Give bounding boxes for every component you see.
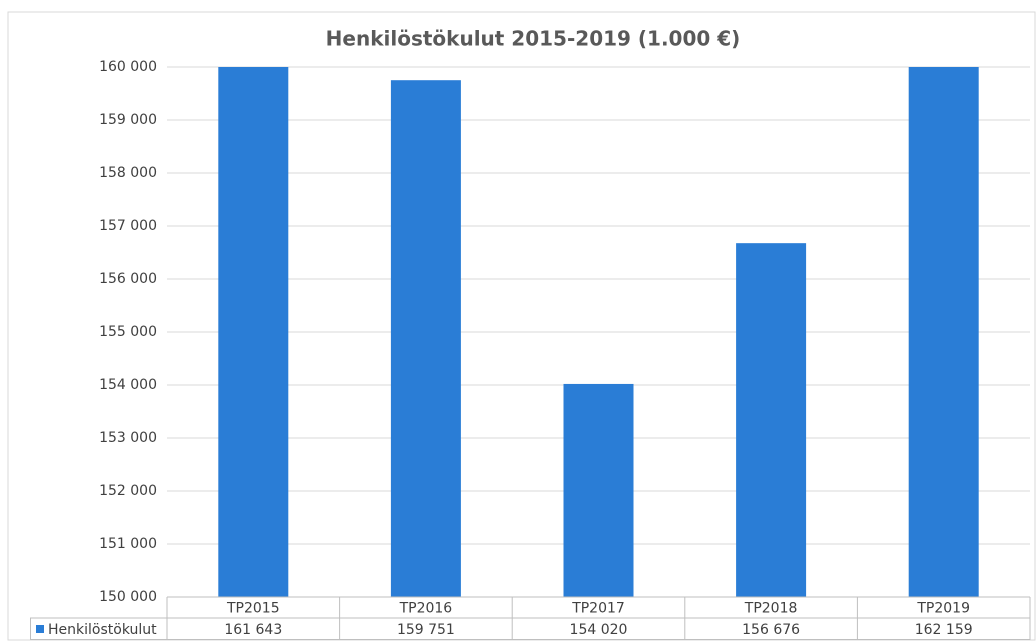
data-table-value: 159 751 xyxy=(397,622,455,638)
bar xyxy=(736,243,807,597)
y-tick-label: 156 000 xyxy=(99,271,157,287)
x-tick-label: TP2019 xyxy=(916,601,970,617)
y-tick-label: 152 000 xyxy=(99,483,157,499)
x-tick-label: TP2016 xyxy=(399,601,453,617)
y-tick-label: 157 000 xyxy=(99,218,157,234)
x-tick-label: TP2017 xyxy=(571,601,625,617)
y-tick-label: 155 000 xyxy=(99,324,157,340)
y-tick-label: 151 000 xyxy=(99,536,157,552)
legend-key xyxy=(36,625,44,633)
data-table-value: 156 676 xyxy=(742,622,800,638)
bar xyxy=(390,80,461,597)
y-tick-label: 153 000 xyxy=(99,430,157,446)
bar xyxy=(563,383,634,597)
chart-border xyxy=(7,11,1036,641)
y-tick-label: 158 000 xyxy=(99,165,157,181)
data-table-value: 161 643 xyxy=(224,622,282,638)
plot-area xyxy=(218,67,979,597)
data-table-value: 162 159 xyxy=(915,622,973,638)
y-tick-label: 154 000 xyxy=(99,377,157,393)
legend-label: Henkilöstökulut xyxy=(48,622,157,638)
bar xyxy=(218,67,289,597)
bar xyxy=(908,67,979,597)
x-tick-label: TP2015 xyxy=(226,601,280,617)
y-tick-label: 150 000 xyxy=(99,589,157,605)
data-table-value: 154 020 xyxy=(570,622,628,638)
chart-title: Henkilöstökulut 2015-2019 (1.000 €) xyxy=(326,27,741,51)
x-tick-label: TP2018 xyxy=(744,601,798,617)
y-tick-label: 160 000 xyxy=(99,59,157,75)
y-tick-label: 159 000 xyxy=(99,112,157,128)
